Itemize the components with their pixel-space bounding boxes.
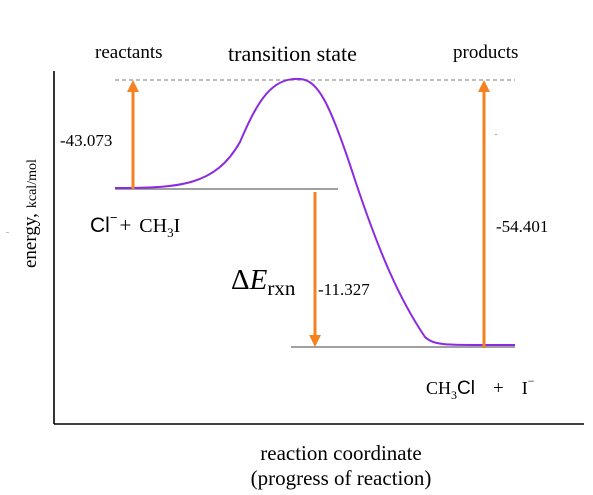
- stray-mark: [495, 134, 497, 135]
- y-axis-label: energy, kcal/mol: [20, 159, 41, 268]
- product-molecule-ch: CH: [426, 378, 451, 398]
- delta-e-value: -11.327: [318, 280, 370, 299]
- reactant-ion: Cl: [90, 214, 110, 237]
- reactant-molecule-subscript: 3: [167, 225, 174, 240]
- product-molecule-cl: Cl: [457, 378, 475, 399]
- reactant-species: Cl−+ CH3I: [90, 210, 180, 240]
- stray-mark-left: [6, 232, 9, 233]
- delta-e-label: ΔErxn: [231, 264, 296, 300]
- x-axis-label-line2: (progress of reaction): [251, 466, 432, 490]
- delta-symbol: Δ: [231, 264, 250, 296]
- y-axis-label-units: kcal/mol: [25, 159, 40, 208]
- transition-state-label: transition state: [228, 41, 357, 66]
- product-species: CH3Cl + I−: [426, 374, 535, 402]
- activation-energy-value: -43.073: [60, 131, 112, 150]
- reverse-energy-value: -54.401: [496, 217, 548, 236]
- delta-e-subscript: rxn: [267, 276, 295, 300]
- y-axis-label-main: energy,: [20, 213, 41, 268]
- reactants-label: reactants: [95, 42, 163, 63]
- product-molecule-subscript: 3: [451, 388, 457, 402]
- delta-e-letter: E: [249, 264, 268, 296]
- reactant-ion-charge: −: [110, 210, 118, 225]
- reaction-energy-curve: [114, 77, 516, 347]
- product-plus: +: [493, 378, 504, 399]
- reactant-molecule-ch: CH: [139, 215, 167, 237]
- reactant-molecule-i: I: [174, 215, 181, 237]
- x-axis-label-line1: reaction coordinate: [260, 441, 422, 465]
- reactant-plus: +: [119, 213, 131, 237]
- products-label: products: [453, 42, 518, 63]
- product-ion: I: [522, 378, 528, 398]
- product-ion-charge: −: [528, 374, 535, 388]
